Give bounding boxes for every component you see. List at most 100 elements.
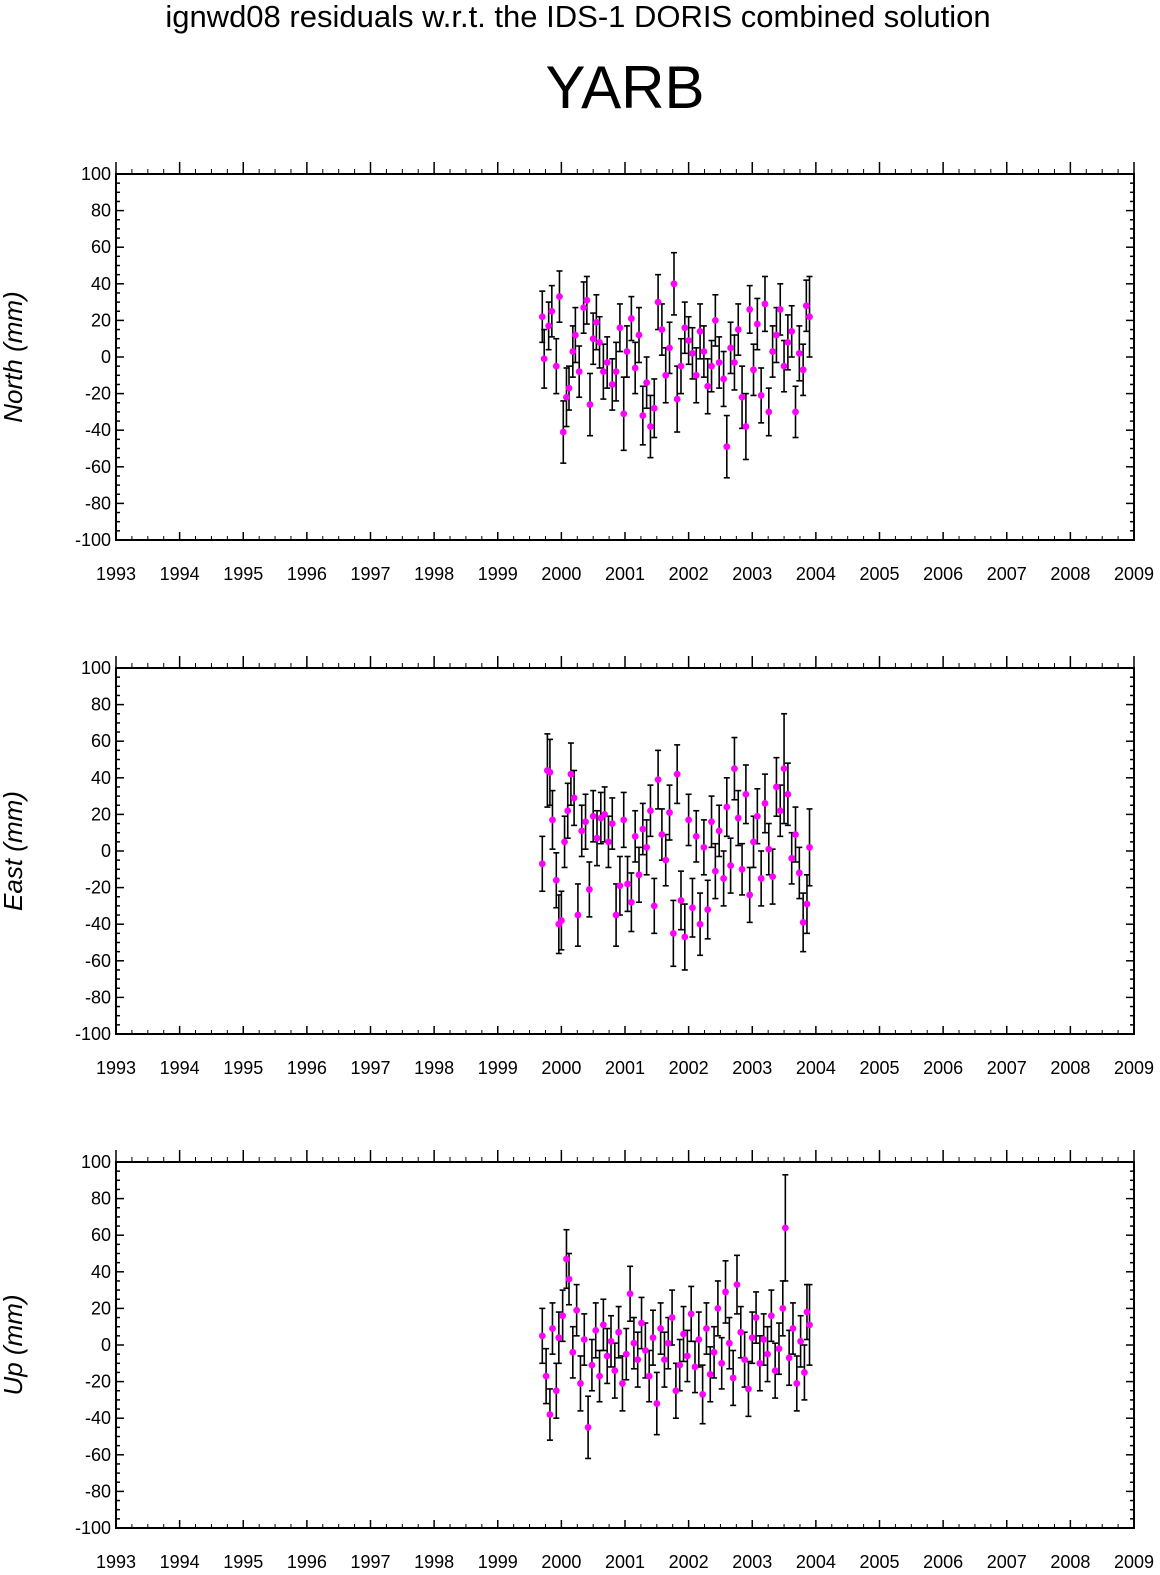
station-name: YARB — [546, 54, 705, 121]
y-tick-label: 20 — [91, 804, 111, 824]
y-tick-label: 40 — [91, 274, 111, 294]
data-point — [761, 800, 769, 807]
x-tick-label: 2007 — [987, 1058, 1027, 1078]
data-point — [799, 918, 807, 926]
x-tick-label: 2001 — [605, 1552, 645, 1572]
y-tick-label: 40 — [91, 768, 111, 788]
data-point — [619, 1380, 626, 1387]
data-point — [585, 886, 593, 893]
data-point — [696, 920, 704, 928]
x-tick-label: 1996 — [287, 564, 327, 584]
data-point — [696, 327, 704, 335]
y-tick-label: 0 — [101, 347, 111, 367]
y-tick-label: 60 — [91, 237, 111, 257]
data-point — [589, 812, 597, 820]
x-tick-label: 1995 — [223, 564, 263, 584]
y-tick-label: -20 — [85, 384, 111, 404]
data-point — [779, 1305, 787, 1312]
data-point — [556, 293, 563, 301]
data-point — [723, 803, 731, 811]
data-point — [733, 1281, 741, 1289]
y-tick-label: 20 — [91, 1298, 111, 1318]
data-point — [734, 326, 742, 333]
data-point — [653, 1400, 661, 1407]
y-tick-label: 40 — [91, 1262, 111, 1282]
data-point — [574, 911, 582, 919]
data-point — [561, 838, 568, 846]
data-point — [582, 818, 589, 826]
data-point — [792, 831, 799, 838]
data-point — [593, 834, 601, 842]
data-point — [704, 906, 712, 913]
data-point — [700, 348, 708, 355]
data-point — [672, 1387, 680, 1395]
data-point — [742, 790, 750, 798]
x-tick-label: 1993 — [96, 1058, 136, 1078]
data-point — [552, 876, 560, 884]
data-point — [784, 338, 792, 346]
data-point — [608, 381, 616, 388]
y-tick-label: -40 — [85, 420, 111, 440]
data-point — [718, 1359, 726, 1367]
data-point — [592, 1326, 600, 1334]
data-point — [769, 873, 777, 881]
data-point — [620, 410, 628, 418]
data-point — [631, 364, 639, 372]
data-point — [753, 812, 761, 820]
x-tick-label: 2005 — [859, 1552, 899, 1572]
data-point — [549, 816, 556, 824]
data-point — [785, 1354, 793, 1362]
data-point — [714, 1305, 722, 1312]
y-tick-label: 80 — [91, 695, 111, 715]
data-point — [650, 902, 658, 910]
data-point — [654, 776, 662, 784]
data-point — [596, 1372, 603, 1380]
data-point — [725, 1339, 733, 1347]
y-tick-label: -60 — [85, 457, 111, 477]
x-tick-label: 2000 — [541, 1058, 581, 1078]
data-point — [752, 1314, 760, 1321]
data-point — [685, 337, 693, 344]
data-point — [692, 832, 700, 840]
data-point — [545, 322, 553, 330]
x-tick-label: 1997 — [350, 564, 390, 584]
data-point — [734, 814, 742, 822]
x-tick-label: 2006 — [923, 564, 963, 584]
x-tick-label: 2006 — [923, 1552, 963, 1572]
y-tick-label: 0 — [101, 841, 111, 861]
data-point — [620, 816, 628, 824]
x-tick-label: 1994 — [160, 1058, 200, 1078]
y-tick-label: -40 — [85, 914, 111, 934]
data-point — [689, 349, 696, 357]
data-point — [727, 862, 735, 870]
x-tick-label: 2000 — [541, 564, 581, 584]
data-point — [538, 860, 546, 868]
data-point — [692, 371, 700, 379]
data-point — [776, 807, 784, 815]
data-point — [599, 368, 607, 376]
data-point — [565, 1275, 573, 1283]
data-point — [662, 371, 670, 379]
data-point — [670, 280, 678, 288]
data-point — [635, 871, 643, 879]
data-point — [612, 911, 620, 919]
data-point — [603, 359, 611, 366]
data-point — [765, 408, 773, 416]
data-point — [803, 900, 811, 908]
data-point — [673, 395, 681, 403]
plot-frame — [115, 1161, 1135, 1529]
data-point — [738, 865, 746, 873]
y-tick-label: -40 — [85, 1408, 111, 1428]
y-axis-label: North (mm) — [0, 291, 28, 422]
data-point — [757, 392, 765, 399]
data-point — [750, 838, 757, 846]
data-point — [780, 765, 788, 773]
data-point — [647, 807, 654, 815]
data-point — [565, 384, 573, 392]
data-point — [658, 326, 666, 333]
data-point — [722, 1288, 729, 1296]
x-tick-label: 1998 — [414, 1058, 454, 1078]
data-point — [776, 306, 784, 313]
x-tick-label: 2001 — [605, 564, 645, 584]
x-tick-label: 2008 — [1050, 564, 1090, 584]
